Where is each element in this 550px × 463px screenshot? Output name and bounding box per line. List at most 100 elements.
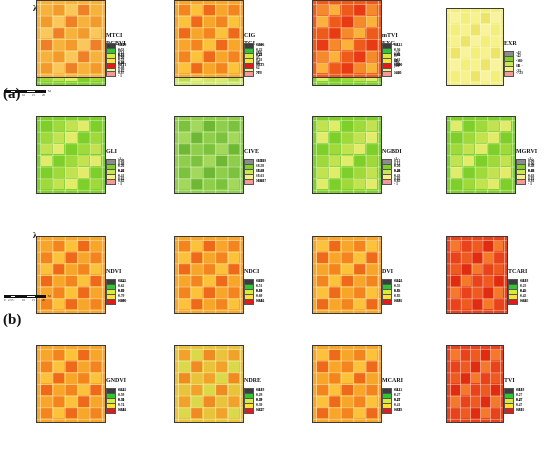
legend-entry: >78: [244, 70, 262, 77]
scale-bar-segment: [36, 90, 46, 93]
field-plot: [353, 407, 366, 419]
plot-grid-lines: [447, 9, 503, 85]
legend-swatch: [508, 298, 518, 305]
field-plot: [493, 275, 504, 287]
field-plot: [40, 178, 52, 190]
index-map-image: [312, 236, 382, 314]
plot-grid-lines: [37, 1, 105, 77]
plot-grid-lines: [313, 117, 381, 193]
field-plot: [228, 263, 240, 275]
legend-entry: >140: [382, 70, 401, 77]
legend-label: 0.53 - 0.53: [118, 48, 125, 62]
field-plot: [341, 287, 353, 298]
field-plot: [460, 396, 470, 407]
field-plot: [500, 143, 512, 155]
field-plot: [316, 167, 328, 178]
field-plot: [90, 132, 102, 143]
field-plot: [328, 178, 341, 190]
index-map-image: [36, 345, 106, 423]
field-plot: [65, 298, 77, 310]
field-plot: [77, 39, 90, 51]
index-map-image: [174, 116, 244, 194]
field-plot: [90, 349, 102, 361]
field-plot: [328, 51, 341, 62]
legend-entry: <-23: [504, 70, 523, 77]
field-plot: [77, 396, 90, 407]
field-plot: [77, 62, 90, 74]
field-plot: [353, 298, 366, 310]
field-plot: [461, 263, 472, 275]
field-plot: [366, 252, 378, 263]
map-legend: <0.29 0.29 - 0.51 0.51 - 0.69 0.69 - 0.84 >0…: [244, 278, 264, 305]
legend-swatch: [106, 298, 116, 305]
field-plot: [460, 12, 470, 24]
field-plot: [90, 384, 102, 396]
field-plot: [328, 349, 341, 361]
field-plot: [90, 372, 102, 384]
legend-label: 0.41 - 0.62: [118, 169, 125, 183]
field-plot: [366, 287, 378, 298]
field-plot: [90, 275, 102, 287]
legend-label: 0.79 - 0.90: [118, 289, 125, 303]
field-plot: [366, 39, 378, 51]
field-plot: [228, 27, 240, 39]
legend-entry: >0.84: [244, 298, 264, 305]
field-plot: [65, 349, 77, 361]
field-plot: [190, 155, 203, 167]
field-plot: [493, 287, 504, 298]
map-title: GLI: [106, 149, 118, 155]
field-plot: [90, 287, 102, 298]
index-map-image: [174, 345, 244, 423]
field-plot: [40, 16, 52, 27]
field-plot: [366, 263, 378, 275]
legend-entry: >0.71: [106, 62, 126, 69]
field-plot: [178, 62, 190, 74]
field-plot: [65, 287, 77, 298]
field-plot: [190, 16, 203, 27]
legend-label: <-23: [516, 71, 523, 75]
field-plot: [500, 120, 512, 132]
legend-swatch: [106, 62, 116, 69]
field-plot: [316, 27, 328, 39]
field-plot: [353, 275, 366, 287]
field-plot: [203, 287, 215, 298]
legend-entry: >0.81: [504, 407, 524, 414]
map-legend: <18.39 18.39 - 18.58 18.58 - 18.63 18.63 - …: [244, 158, 266, 185]
field-plot: [470, 407, 480, 419]
field-plot: [460, 24, 470, 35]
scale-bar-tick-label: 10: [22, 93, 25, 97]
field-plot: [203, 120, 215, 132]
legend-entry: >18.67: [244, 178, 266, 185]
legend-label: 0.29 - 0.53: [118, 43, 125, 57]
field-plot: [190, 298, 203, 310]
legend-entry: 0.62 - 1: [106, 177, 124, 186]
field-plot: [178, 51, 190, 62]
field-plot: [65, 167, 77, 178]
field-plot: [450, 143, 462, 155]
map-legend: -1 - 0.12 0.12 - 0.26 0.26 - 0.43 0.43 - 0.…: [382, 157, 401, 186]
field-plot: [190, 361, 203, 372]
scale-bar-tick-label: 5: [12, 93, 14, 97]
field-plot: [461, 298, 472, 310]
field-plot: [470, 349, 480, 361]
field-plot: [178, 384, 190, 396]
legend-label: 0.47 - 0.81: [516, 398, 523, 412]
legend-swatch: [382, 178, 392, 185]
field-plot: [203, 4, 215, 16]
plot-grid-lines: [37, 237, 105, 313]
field-plot: [366, 349, 378, 361]
field-plot: [40, 252, 52, 263]
field-plot: [366, 361, 378, 372]
field-plot: [328, 16, 341, 27]
legend-label: 0.43 - 0.65: [394, 169, 401, 183]
field-plot: [65, 361, 77, 372]
map-legend: <0.18 0.18 - 0.27 0.27 - 0.47 0.47 - 0.81 >0…: [504, 387, 524, 414]
field-plot: [215, 240, 228, 252]
field-plot: [77, 240, 90, 252]
field-plot: [190, 396, 203, 407]
field-plot: [462, 167, 475, 178]
field-plot: [40, 155, 52, 167]
legend-label: 0.18 - 0.29: [256, 388, 263, 402]
field-plot: [178, 361, 190, 372]
field-plot: [487, 167, 500, 178]
